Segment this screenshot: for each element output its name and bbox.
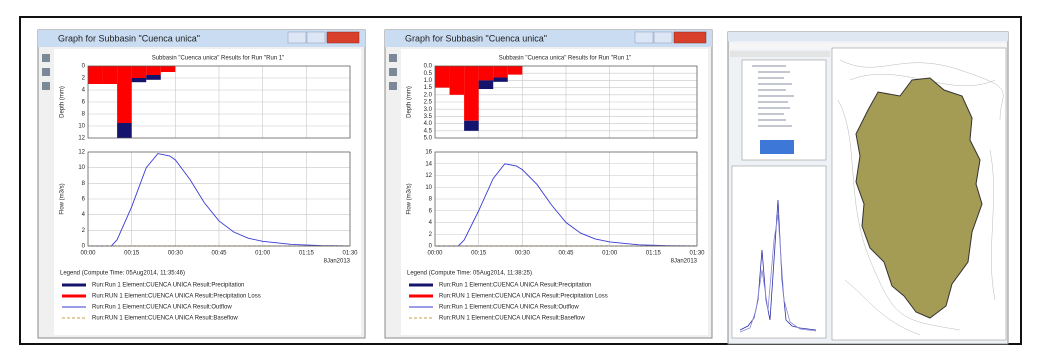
toolbar-icon[interactable]: [389, 82, 397, 90]
close-button[interactable]: [327, 32, 359, 43]
depth-bar: [464, 121, 479, 131]
minimize-button[interactable]: [635, 32, 653, 43]
title-bar: [728, 32, 1008, 41]
x-tick-label: 01:15: [646, 251, 662, 257]
graph-window: Graph for Subbasin "Cuenca unica" Subbasi…: [385, 30, 712, 338]
depth-bar: [117, 123, 132, 138]
legend-label: Run:Run 1 Element:CUENCA UNICA Result:Ou…: [439, 305, 579, 311]
x-tick-label: 00:45: [558, 251, 574, 257]
y-tick-label: 12: [78, 136, 85, 142]
legend-label: Run:Run 1 Element:CUENCA UNICA Result:Pr…: [439, 283, 591, 289]
legend-label: Run:Run 1 Element:CUENCA UNICA Result:Pr…: [92, 283, 244, 289]
y-tick-label: 12: [78, 150, 85, 156]
y-tick-label: 16: [425, 150, 432, 156]
chart-area: [54, 49, 361, 335]
x-tick-label: 01:00: [602, 251, 618, 257]
date-label: 8Jan2013: [671, 259, 698, 265]
depth-bar: [132, 66, 147, 78]
maximize-button[interactable]: [307, 32, 325, 43]
date-label: 8Jan2013: [324, 259, 351, 265]
depth-bar: [479, 80, 494, 89]
x-tick-label: 01:00: [255, 251, 271, 257]
legend-label: Run:Run 1 Element:CUENCA UNICA Result:Ou…: [92, 305, 232, 311]
y-tick-label: 4.0: [424, 121, 433, 127]
y-axis-label: Flow (m3/s): [60, 183, 66, 214]
toolbar-icon[interactable]: [389, 68, 397, 76]
legend-title: Legend (Compute Time: 05Aug2014, 11:35:4…: [60, 271, 185, 277]
y-tick-label: 10: [425, 185, 432, 191]
toolbar-icon[interactable]: [42, 68, 50, 76]
small-graph: [732, 166, 826, 338]
y-tick-label: 0.5: [424, 71, 433, 77]
chart-area: [401, 49, 708, 335]
toolbar-icon[interactable]: [389, 54, 397, 62]
screenshot: Graph for Subbasin "Cuenca unica" Subbasi…: [0, 0, 1041, 361]
y-tick-label: 1.5: [424, 85, 433, 91]
x-tick-label: 00:15: [471, 251, 487, 257]
depth-bar: [479, 66, 494, 80]
toolbar-icon[interactable]: [42, 82, 50, 90]
legend-label: Run:RUN 1 Element:CUENCA UNICA Result:Pr…: [439, 294, 608, 300]
legend-label: Run:RUN 1 Element:CUENCA UNICA Result:Pr…: [92, 294, 261, 300]
x-tick-label: 00:00: [80, 251, 96, 257]
depth-bar: [146, 75, 161, 80]
y-axis-label: Depth (mm): [407, 86, 413, 118]
maximize-button[interactable]: [654, 32, 672, 43]
close-button[interactable]: [674, 32, 706, 43]
x-tick-label: 00:15: [124, 251, 140, 257]
y-tick-label: 12: [425, 173, 432, 179]
toolbar-icon[interactable]: [42, 54, 50, 62]
toolbar: [730, 51, 830, 57]
y-tick-label: 14: [425, 161, 432, 167]
x-tick-label: 00:45: [211, 251, 227, 257]
x-tick-label: 00:30: [515, 251, 531, 257]
depth-bar: [103, 66, 118, 84]
y-tick-label: 3.5: [424, 114, 433, 120]
window-title: Graph for Subbasin "Cuenca unica": [58, 33, 200, 43]
depth-bar: [508, 66, 523, 75]
y-tick-label: 10: [78, 124, 85, 130]
depth-bar: [493, 78, 508, 82]
depth-bar: [435, 66, 450, 88]
y-axis-label: Depth (mm): [60, 86, 66, 118]
legend-label: Run:RUN 1 Element:CUENCA UNICA Result:Ba…: [439, 316, 585, 322]
x-tick-label: 01:30: [689, 251, 705, 257]
depth-bar: [464, 66, 479, 121]
tree-selection: [760, 140, 794, 154]
y-tick-label: 2.0: [424, 92, 433, 98]
page: Graph for Subbasin "Cuenca unica" Subbasi…: [0, 0, 1041, 361]
depth-bar: [161, 66, 176, 72]
y-tick-label: 5.0: [424, 136, 433, 142]
y-tick-label: 0.0: [424, 64, 433, 70]
depth-bar: [450, 66, 465, 95]
chart-title: Subbasin "Cuenca unica" Results for Run …: [152, 56, 285, 62]
y-tick-label: 4.5: [424, 128, 433, 134]
x-tick-label: 00:30: [168, 251, 184, 257]
chart-title: Subbasin "Cuenca unica" Results for Run …: [499, 56, 632, 62]
x-tick-label: 01:15: [299, 251, 315, 257]
y-tick-label: 1.0: [424, 78, 433, 84]
depth-bar: [117, 66, 132, 123]
y-tick-label: 3.0: [424, 107, 433, 113]
x-tick-label: 00:00: [427, 251, 443, 257]
minimize-button[interactable]: [288, 32, 306, 43]
depth-bar: [493, 66, 508, 78]
legend-title: Legend (Compute Time: 05Aug2014, 11:38:2…: [407, 271, 532, 277]
depth-bar: [146, 66, 161, 75]
window-title: Graph for Subbasin "Cuenca unica": [405, 33, 547, 43]
depth-bar: [132, 78, 147, 82]
depth-bar: [88, 66, 103, 84]
y-tick-label: 10: [78, 165, 85, 171]
legend-label: Run:RUN 1 Element:CUENCA UNICA Result:Ba…: [92, 316, 238, 322]
x-tick-label: 01:30: [342, 251, 358, 257]
graph-window: Graph for Subbasin "Cuenca unica" Subbasi…: [38, 30, 365, 338]
main-window: [728, 32, 1008, 344]
y-tick-label: 2.5: [424, 100, 433, 106]
y-axis-label: Flow (m3/s): [407, 183, 413, 214]
